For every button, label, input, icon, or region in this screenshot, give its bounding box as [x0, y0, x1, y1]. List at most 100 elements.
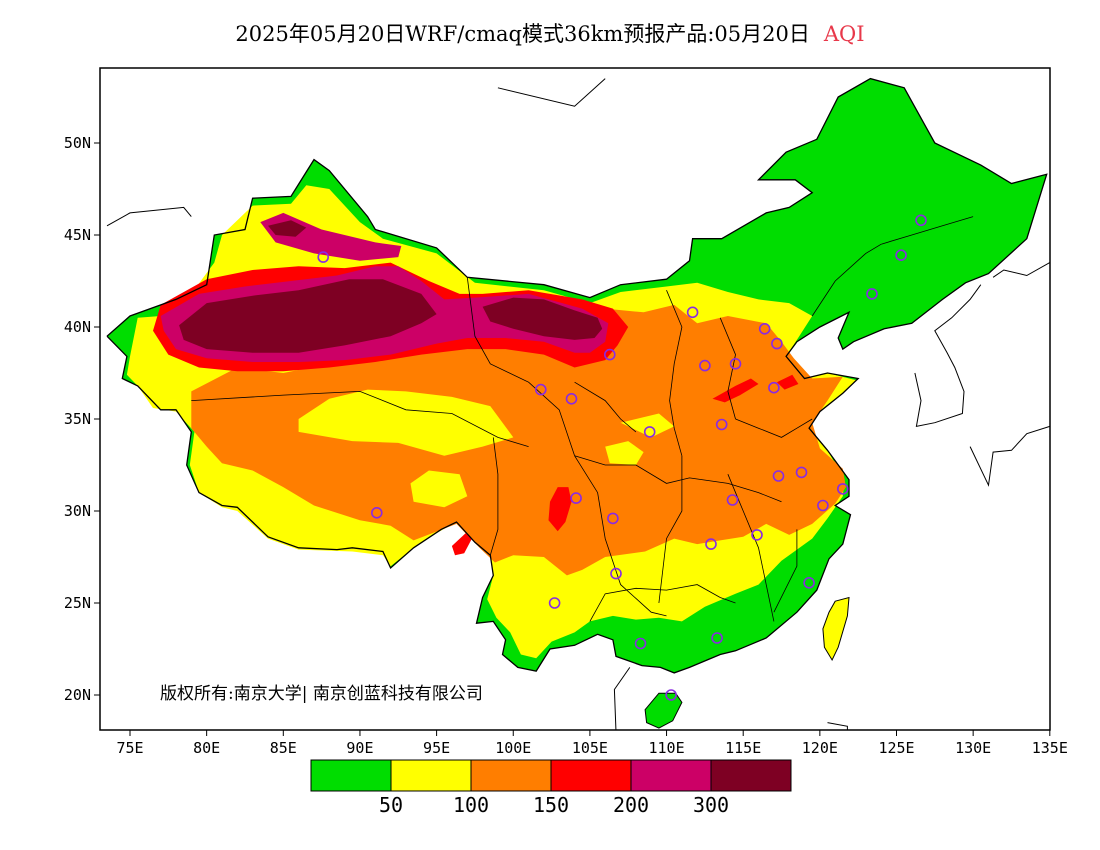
legend-swatch	[630, 759, 712, 792]
station-marker	[915, 214, 927, 227]
station-marker	[758, 322, 771, 335]
y-tick-label: 35N	[64, 410, 91, 428]
neighbor-coastline	[827, 722, 848, 730]
province-boundary	[574, 455, 667, 617]
province-boundary	[574, 381, 637, 433]
province-boundary	[811, 243, 882, 317]
x-tick-label: 80E	[193, 739, 220, 757]
x-tick-label: 110E	[648, 739, 684, 757]
region-unhealthy-sichuan	[548, 487, 572, 532]
station-marker	[643, 426, 656, 438]
station-markers	[317, 214, 927, 701]
plot-frame	[99, 67, 1051, 731]
x-tick-label: 120E	[802, 739, 838, 757]
moderate-pocket-qinghai	[298, 389, 514, 456]
legend-swatch	[710, 759, 792, 792]
station-marker	[715, 418, 728, 431]
title-main: 2025年05月20日WRF/cmaq模式36km预报产品:05月20日	[235, 22, 810, 46]
y-tick-label: 45N	[64, 226, 91, 244]
copyright-text: 版权所有:南京大学| 南京创蓝科技有限公司	[160, 684, 483, 704]
station-marker	[729, 357, 742, 370]
x-tick-label: 105E	[572, 739, 608, 757]
region-unhealthy-shandong	[776, 374, 799, 390]
station-marker	[771, 337, 783, 350]
station-marker	[570, 492, 582, 504]
station-marker	[795, 466, 808, 479]
station-marker	[768, 381, 780, 394]
y-tick-label: 40N	[64, 318, 91, 336]
aqi-field	[107, 78, 1047, 729]
y-tick-label: 25N	[64, 594, 91, 612]
neighbor-coastline	[992, 262, 1050, 278]
province-boundary	[666, 290, 683, 456]
station-marker	[317, 251, 330, 263]
province-boundary	[191, 390, 529, 447]
x-tick-label: 100E	[495, 739, 531, 757]
moderate-pocket-tibet	[410, 470, 468, 508]
region-unhealthy-tibet-east	[451, 533, 472, 556]
hainan	[644, 692, 683, 729]
legend-label: 100	[453, 793, 489, 817]
station-marker	[665, 689, 677, 701]
axes: 75E 80E 85E 90E 95E 100E 105E 110E 115E 120E 125E 1…	[64, 134, 1068, 757]
neighbor-coastline	[106, 206, 192, 227]
moderate-pocket-shaanxi	[605, 441, 644, 465]
province-boundary	[489, 437, 499, 556]
station-marker	[817, 499, 829, 512]
province-boundary	[466, 277, 575, 456]
station-marker	[836, 483, 849, 495]
station-marker	[751, 529, 763, 541]
legend-label: 50	[379, 793, 403, 817]
station-marker	[803, 576, 815, 589]
x-tick-label: 115E	[725, 739, 761, 757]
province-boundary	[735, 418, 813, 438]
province-boundary	[773, 529, 798, 613]
station-marker	[565, 392, 578, 405]
legend-label: 300	[693, 793, 729, 817]
station-marker	[772, 470, 785, 482]
station-marker	[634, 637, 647, 650]
neighbor-coastline	[613, 667, 631, 730]
x-tick-label: 85E	[270, 739, 297, 757]
x-tick-label: 135E	[1032, 739, 1068, 757]
y-tick-label: 50N	[64, 134, 91, 152]
color-legend: 50 100 150 200 300	[310, 759, 792, 817]
province-boundary	[658, 455, 683, 604]
station-marker	[705, 538, 717, 550]
chart-title: 2025年05月20日WRF/cmaq模式36km预报产品:05月20日 AQI	[0, 18, 1100, 48]
boundary-lines	[106, 77, 1050, 730]
taiwan	[822, 596, 850, 662]
station-marker	[866, 288, 878, 300]
province-boundary	[881, 216, 974, 245]
legend-swatch	[390, 759, 472, 792]
station-marker	[711, 632, 723, 644]
legend-swatch	[470, 759, 552, 792]
y-tick-label: 30N	[64, 502, 91, 520]
station-marker	[610, 567, 622, 580]
region-hazardous-badain-jaran	[482, 297, 603, 340]
province-boundary	[589, 584, 736, 622]
station-marker	[548, 597, 561, 609]
station-marker	[895, 249, 907, 261]
x-tick-label: 130E	[955, 739, 991, 757]
region-hazardous-taklimakan	[179, 279, 437, 353]
region-hazardous-junggar	[268, 220, 307, 237]
moderate-pocket-weihe	[620, 413, 675, 438]
y-tick-label: 20N	[64, 686, 91, 704]
x-tick-label: 125E	[878, 739, 914, 757]
station-marker	[726, 494, 739, 506]
legend-label: 200	[613, 793, 649, 817]
x-tick-label: 95E	[423, 739, 450, 757]
station-marker	[603, 348, 616, 361]
station-marker	[699, 359, 711, 372]
station-marker	[607, 512, 619, 525]
title-variable: AQI	[823, 22, 865, 46]
national-boundary	[106, 77, 1048, 674]
neighbor-coastline	[969, 425, 1050, 487]
x-tick-label: 75E	[116, 739, 143, 757]
legend-swatch	[550, 759, 632, 792]
x-tick-label: 90E	[346, 739, 373, 757]
station-marker	[686, 306, 699, 319]
neighbor-coastline	[914, 284, 982, 428]
